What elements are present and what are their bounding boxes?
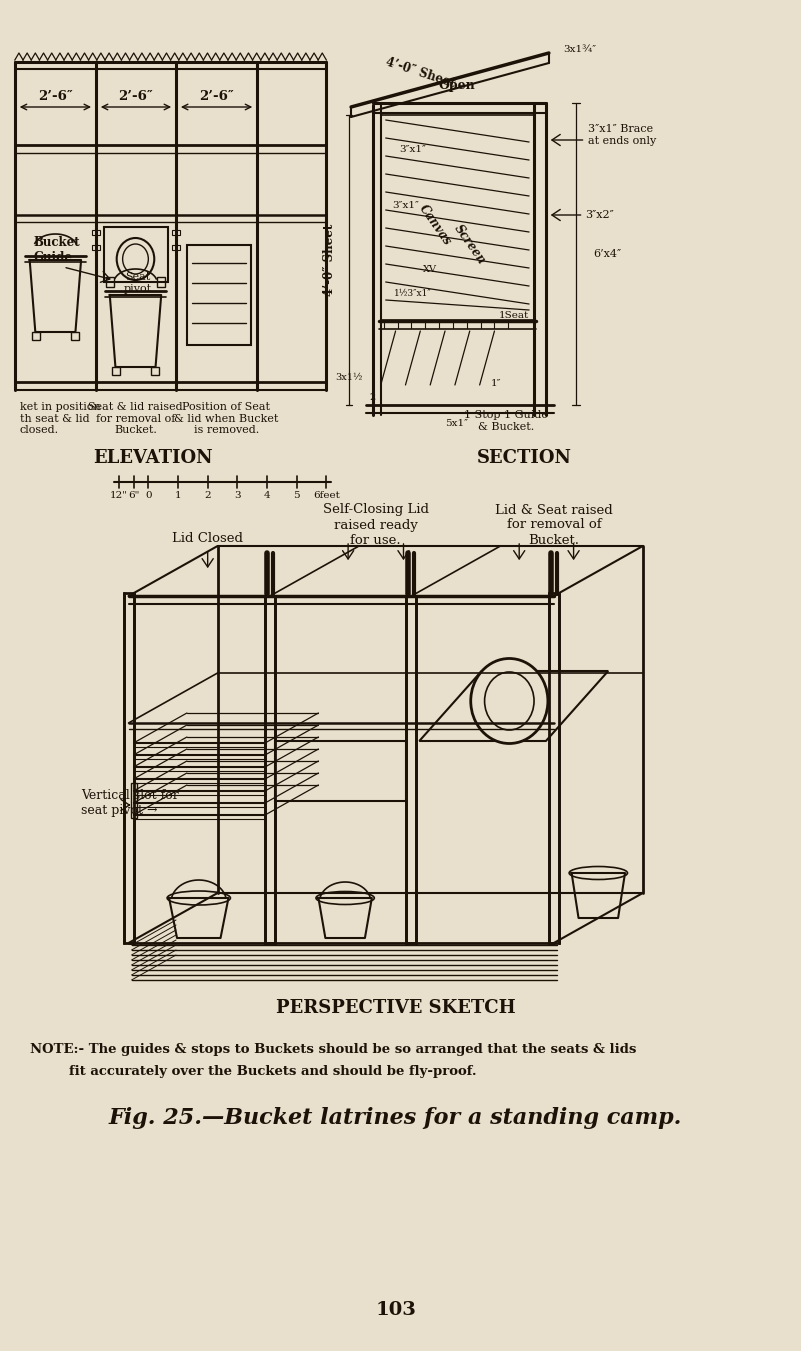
Bar	[406, 596, 417, 943]
Text: Position of Seat
& lid when Bucket
is removed.: Position of Seat & lid when Bucket is re…	[175, 403, 279, 435]
Text: 1″: 1″	[491, 378, 501, 388]
Text: Seat
pivot: Seat pivot	[123, 272, 151, 293]
Bar	[92, 245, 100, 250]
Bar	[32, 332, 39, 340]
Ellipse shape	[167, 892, 231, 905]
Text: 2’-6″: 2’-6″	[38, 89, 73, 103]
Bar	[265, 596, 275, 943]
Text: 4’-0″ Sheet: 4’-0″ Sheet	[323, 224, 336, 296]
Bar	[131, 784, 138, 817]
Bar	[112, 367, 119, 376]
Ellipse shape	[570, 866, 627, 880]
Bar	[123, 593, 134, 943]
Bar	[380, 115, 534, 320]
Text: SECTION: SECTION	[477, 449, 572, 467]
Bar	[172, 245, 180, 250]
Ellipse shape	[471, 658, 548, 743]
Text: 2’-6″: 2’-6″	[199, 89, 234, 103]
Text: 103: 103	[375, 1301, 416, 1319]
Text: 6feet: 6feet	[313, 490, 340, 500]
Text: 3″x1″: 3″x1″	[399, 146, 426, 154]
Bar	[104, 227, 168, 282]
Text: 4: 4	[264, 490, 270, 500]
Text: ket in position
th seat & lid
closed.: ket in position th seat & lid closed.	[20, 403, 101, 435]
Text: 1: 1	[175, 490, 181, 500]
Text: fit accurately over the Buckets and should be fly-proof.: fit accurately over the Buckets and shou…	[69, 1065, 477, 1078]
Text: 3″x1″ Brace
at ends only: 3″x1″ Brace at ends only	[589, 124, 657, 146]
Text: PERSPECTIVE SKETCH: PERSPECTIVE SKETCH	[276, 998, 515, 1017]
Text: Open: Open	[438, 78, 475, 92]
Ellipse shape	[485, 671, 534, 730]
Bar	[172, 230, 180, 235]
Bar	[92, 230, 100, 235]
Text: 4’-0″ Sheet: 4’-0″ Sheet	[384, 55, 457, 91]
Text: 3: 3	[234, 490, 240, 500]
Text: 1½3″x1″: 1½3″x1″	[393, 289, 431, 297]
Bar	[275, 740, 406, 801]
Text: Self-Closing Lid
raised ready
for use.: Self-Closing Lid raised ready for use.	[323, 504, 429, 547]
Text: NOTE:- The guides & stops to Buckets should be so arranged that the seats & lids: NOTE:- The guides & stops to Buckets sho…	[30, 1043, 636, 1056]
Text: 2’-6″: 2’-6″	[119, 89, 153, 103]
Text: Lid Closed: Lid Closed	[172, 531, 244, 544]
Text: ELEVATION: ELEVATION	[94, 449, 213, 467]
Text: 6’x4″: 6’x4″	[594, 249, 622, 259]
Text: Vertical slot for
seat pivot →: Vertical slot for seat pivot →	[81, 789, 179, 817]
Text: Screen: Screen	[452, 223, 488, 267]
Text: 12": 12"	[110, 490, 127, 500]
Text: 3x1½: 3x1½	[336, 373, 363, 381]
Text: 2: 2	[204, 490, 211, 500]
Text: Canvas: Canvas	[417, 203, 454, 247]
Text: 3″x1″: 3″x1″	[392, 200, 419, 209]
Bar	[151, 367, 159, 376]
Text: Seat & lid raised
for removal of
Bucket.: Seat & lid raised for removal of Bucket.	[88, 403, 183, 435]
Ellipse shape	[117, 238, 155, 280]
Bar	[71, 332, 79, 340]
Text: Lid & Seat raised
for removal of
Bucket.: Lid & Seat raised for removal of Bucket.	[495, 504, 613, 547]
Text: 1 Stop 1 Guide
& Bucket.: 1 Stop 1 Guide & Bucket.	[465, 409, 548, 431]
Text: 2: 2	[370, 393, 376, 401]
Text: 5x1″: 5x1″	[445, 419, 469, 427]
Text: 3″x2″: 3″x2″	[586, 209, 614, 220]
Bar	[549, 593, 559, 943]
Text: 6": 6"	[128, 490, 139, 500]
Bar	[187, 245, 252, 345]
Ellipse shape	[316, 892, 374, 905]
Text: XV: XV	[423, 266, 437, 274]
Polygon shape	[419, 671, 608, 740]
Ellipse shape	[123, 245, 148, 274]
Text: Bucket
Guide: Bucket Guide	[34, 236, 80, 263]
Text: 3x1¾″: 3x1¾″	[564, 45, 597, 54]
Text: 5: 5	[293, 490, 300, 500]
Bar	[106, 277, 114, 286]
Bar	[157, 277, 165, 286]
Text: Fig. 25.—Bucket latrines for a standing camp.: Fig. 25.—Bucket latrines for a standing …	[109, 1106, 682, 1129]
Text: 1Seat: 1Seat	[499, 311, 529, 319]
Text: 0: 0	[145, 490, 151, 500]
